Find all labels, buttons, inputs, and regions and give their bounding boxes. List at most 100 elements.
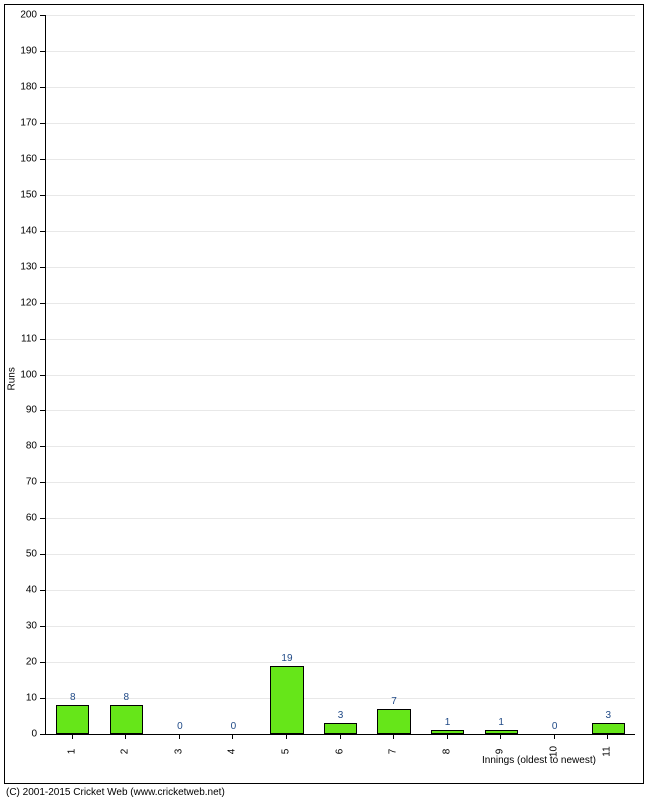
bar-value-label: 0 <box>552 721 558 732</box>
bar <box>56 705 89 734</box>
bar-value-label: 3 <box>605 710 611 721</box>
y-axis-title: Runs <box>7 371 18 391</box>
y-tick-mark <box>40 375 45 376</box>
x-tick-mark <box>232 734 233 739</box>
y-tick-label: 80 <box>0 441 37 452</box>
y-tick-label: 90 <box>0 405 37 416</box>
gridline <box>46 698 635 699</box>
y-tick-mark <box>40 15 45 16</box>
gridline <box>46 303 635 304</box>
bar-value-label: 0 <box>177 721 183 732</box>
y-tick-label: 60 <box>0 513 37 524</box>
bar-value-label: 7 <box>391 696 397 707</box>
x-tick-label: 2 <box>120 742 131 762</box>
y-tick-mark <box>40 87 45 88</box>
y-tick-mark <box>40 734 45 735</box>
gridline <box>46 159 635 160</box>
x-tick-mark <box>500 734 501 739</box>
x-axis-title: Innings (oldest to newest) <box>482 755 596 766</box>
gridline <box>46 123 635 124</box>
x-tick-mark <box>179 734 180 739</box>
copyright-text: (C) 2001-2015 Cricket Web (www.cricketwe… <box>6 787 225 798</box>
x-tick-label: 8 <box>441 742 452 762</box>
y-tick-mark <box>40 267 45 268</box>
y-tick-mark <box>40 123 45 124</box>
y-tick-mark <box>40 698 45 699</box>
gridline <box>46 590 635 591</box>
x-tick-mark <box>554 734 555 739</box>
gridline <box>46 375 635 376</box>
x-tick-mark <box>447 734 448 739</box>
y-tick-label: 180 <box>0 81 37 92</box>
y-tick-label: 30 <box>0 621 37 632</box>
y-tick-mark <box>40 339 45 340</box>
y-tick-mark <box>40 482 45 483</box>
x-tick-mark <box>393 734 394 739</box>
y-tick-mark <box>40 410 45 411</box>
y-tick-label: 50 <box>0 549 37 560</box>
gridline <box>46 339 635 340</box>
y-tick-label: 160 <box>0 153 37 164</box>
bar-value-label: 1 <box>498 717 504 728</box>
y-tick-label: 190 <box>0 45 37 56</box>
y-tick-mark <box>40 303 45 304</box>
gridline <box>46 231 635 232</box>
gridline <box>46 554 635 555</box>
y-tick-label: 20 <box>0 657 37 668</box>
x-tick-mark <box>286 734 287 739</box>
y-tick-label: 170 <box>0 117 37 128</box>
bar <box>270 666 303 734</box>
gridline <box>46 482 635 483</box>
bar-value-label: 0 <box>231 721 237 732</box>
y-tick-label: 120 <box>0 297 37 308</box>
x-tick-label: 6 <box>334 742 345 762</box>
y-tick-mark <box>40 195 45 196</box>
y-tick-mark <box>40 662 45 663</box>
y-tick-label: 150 <box>0 189 37 200</box>
gridline <box>46 446 635 447</box>
y-tick-mark <box>40 446 45 447</box>
y-tick-mark <box>40 518 45 519</box>
bar-value-label: 1 <box>445 717 451 728</box>
y-tick-label: 140 <box>0 225 37 236</box>
bar-value-label: 8 <box>70 692 76 703</box>
x-tick-mark <box>607 734 608 739</box>
gridline <box>46 410 635 411</box>
x-tick-label: 5 <box>280 742 291 762</box>
x-tick-mark <box>340 734 341 739</box>
bar <box>485 730 518 734</box>
x-tick-label: 4 <box>227 742 238 762</box>
y-tick-label: 110 <box>0 333 37 344</box>
y-tick-label: 40 <box>0 585 37 596</box>
gridline <box>46 267 635 268</box>
y-tick-label: 0 <box>0 729 37 740</box>
bar <box>110 705 143 734</box>
x-tick-label: 3 <box>173 742 184 762</box>
bar-value-label: 19 <box>281 653 292 664</box>
gridline <box>46 87 635 88</box>
gridline <box>46 51 635 52</box>
x-tick-mark <box>125 734 126 739</box>
y-tick-label: 70 <box>0 477 37 488</box>
bar-value-label: 3 <box>338 710 344 721</box>
bar-value-label: 8 <box>124 692 130 703</box>
gridline <box>46 195 635 196</box>
y-tick-label: 130 <box>0 261 37 272</box>
y-tick-label: 200 <box>0 10 37 21</box>
gridline <box>46 662 635 663</box>
y-tick-mark <box>40 626 45 627</box>
y-tick-mark <box>40 51 45 52</box>
bar <box>377 709 410 734</box>
x-tick-mark <box>72 734 73 739</box>
bar <box>431 730 464 734</box>
bar <box>592 723 625 734</box>
gridline <box>46 518 635 519</box>
chart-container: 880019371103 010203040506070809010011012… <box>0 0 650 800</box>
bar <box>324 723 357 734</box>
y-tick-mark <box>40 554 45 555</box>
x-tick-label: 7 <box>388 742 399 762</box>
x-tick-label: 1 <box>66 742 77 762</box>
x-tick-label: 11 <box>602 742 613 762</box>
gridline <box>46 15 635 16</box>
plot-area: 880019371103 <box>45 15 635 735</box>
